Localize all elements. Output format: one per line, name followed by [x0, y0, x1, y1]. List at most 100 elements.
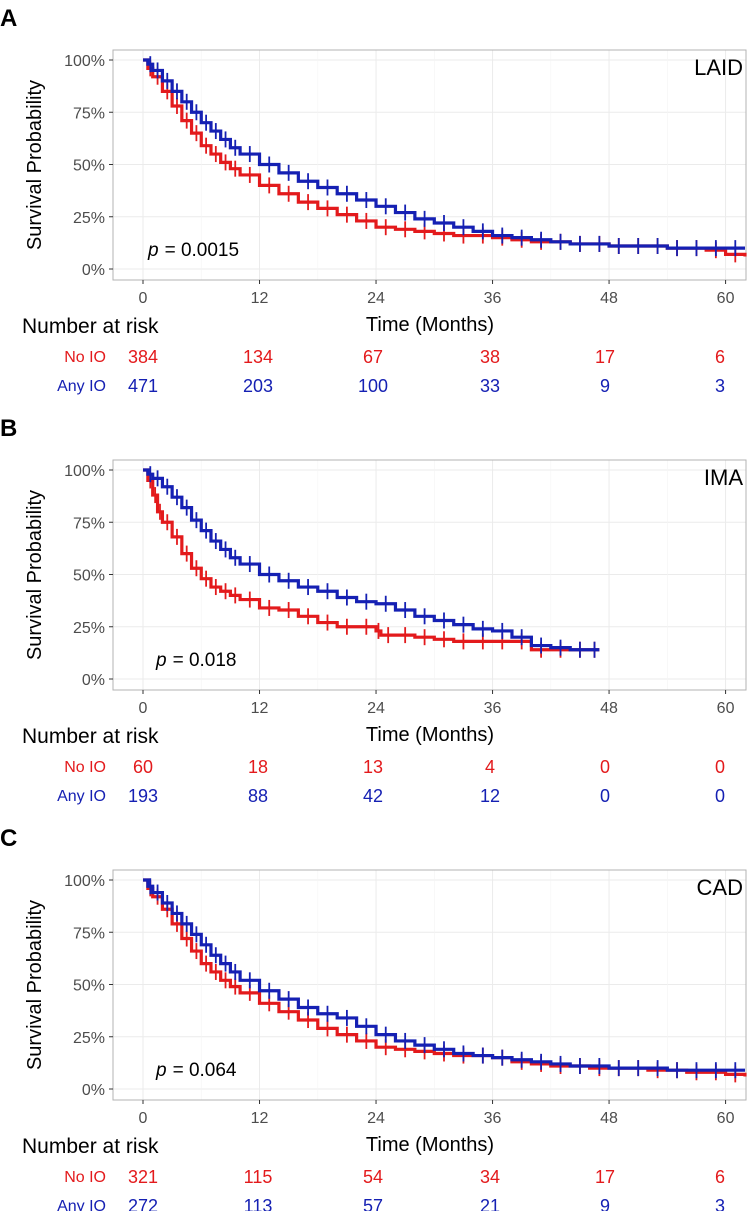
risk-count: 88	[248, 786, 268, 806]
x-axis-label: Time (Months)	[366, 1134, 494, 1156]
p-value: p = 0.0015	[147, 240, 239, 261]
x-axis-label: Time (Months)	[366, 724, 494, 746]
risk-row-label: Any IO	[57, 788, 106, 805]
risk-count: 67	[363, 347, 383, 367]
risk-count: 321	[128, 1167, 158, 1187]
y-tick-label: 25%	[73, 1030, 105, 1047]
y-tick-label: 50%	[73, 158, 105, 175]
x-tick-label: 0	[139, 700, 148, 717]
p-value-number: = 0.0015	[165, 240, 240, 261]
x-axis-label: Time (Months)	[366, 314, 494, 336]
x-tick-label: 12	[251, 1110, 269, 1127]
panel-tag: IMA	[704, 465, 743, 490]
series-no-io-curve	[143, 878, 747, 1077]
x-tick-label: 12	[251, 290, 269, 307]
y-tick-label: 50%	[73, 978, 105, 995]
risk-count: 6	[715, 1167, 725, 1187]
risk-count: 17	[595, 1167, 615, 1187]
risk-count: 0	[600, 786, 610, 806]
risk-count: 42	[363, 786, 383, 806]
y-tick-label: 75%	[73, 105, 105, 122]
risk-count: 203	[243, 376, 273, 396]
p-value: p = 0.018	[155, 650, 237, 671]
y-tick-label: 0%	[82, 262, 105, 279]
p-value-number: = 0.064	[173, 1060, 237, 1081]
x-tick-label: 36	[484, 290, 502, 307]
panel-b: B 0% 25% 50% 75% 100% 0 12 24 36 48 60 Survival Prob…	[0, 415, 747, 806]
risk-table-title: Number at risk	[22, 1135, 159, 1158]
risk-row-label: Any IO	[57, 1198, 106, 1211]
risk-count: 9	[600, 1196, 610, 1211]
risk-count: 54	[363, 1167, 383, 1187]
panel-letter: B	[0, 415, 17, 442]
series-no-io-curve	[143, 468, 600, 652]
risk-table-title: Number at risk	[22, 725, 159, 748]
risk-count: 17	[595, 347, 615, 367]
panel-tag: CAD	[697, 875, 743, 900]
risk-count: 3	[715, 1196, 725, 1211]
x-tick-label: 60	[717, 1110, 735, 1127]
risk-count: 0	[600, 757, 610, 777]
risk-count: 13	[363, 757, 383, 777]
risk-count: 272	[128, 1196, 158, 1211]
series-any-io-curve	[143, 58, 745, 250]
p-value-symbol: p	[155, 1060, 167, 1081]
x-tick-label: 60	[717, 700, 735, 717]
risk-count: 134	[243, 347, 273, 367]
risk-row-label: No IO	[64, 349, 106, 366]
x-tick-label: 24	[367, 290, 385, 307]
y-tick-label: 100%	[64, 53, 105, 70]
y-axis-label: Survival Probability	[24, 900, 46, 1070]
risk-count: 115	[244, 1167, 273, 1187]
x-tick-label: 24	[367, 1110, 385, 1127]
series-any-io-curve	[143, 878, 745, 1072]
x-tick-label: 36	[484, 1110, 502, 1127]
x-tick-label: 0	[139, 290, 148, 307]
y-tick-label: 75%	[73, 515, 105, 532]
y-tick-label: 25%	[73, 620, 105, 637]
risk-count: 57	[363, 1196, 383, 1211]
risk-count: 60	[133, 757, 153, 777]
x-tick-label: 0	[139, 1110, 148, 1127]
panel-letter: C	[0, 825, 17, 852]
risk-count: 6	[715, 347, 725, 367]
x-tick-label: 60	[717, 290, 735, 307]
y-axis-label: Survival Probability	[24, 490, 46, 660]
x-tick-label: 12	[251, 700, 269, 717]
x-tick-label: 24	[367, 700, 385, 717]
panel-tag: LAID	[694, 55, 743, 80]
x-tick-label: 48	[600, 700, 618, 717]
risk-count: 193	[128, 786, 158, 806]
risk-count: 3	[715, 376, 725, 396]
y-tick-label: 100%	[64, 463, 105, 480]
risk-count: 471	[128, 376, 158, 396]
series-any-io-curve	[143, 468, 600, 652]
risk-count: 113	[244, 1196, 273, 1211]
p-value-number: = 0.018	[173, 650, 237, 671]
risk-count: 33	[480, 376, 500, 396]
y-axis-label: Survival Probability	[24, 80, 46, 250]
y-tick-label: 100%	[64, 873, 105, 890]
x-tick-label: 48	[600, 290, 618, 307]
risk-count: 9	[600, 376, 610, 396]
p-value: p = 0.064	[155, 1060, 237, 1081]
risk-count: 12	[480, 786, 500, 806]
risk-count: 38	[480, 347, 500, 367]
risk-count: 18	[248, 757, 268, 777]
risk-row-label: Any IO	[57, 378, 106, 395]
y-tick-label: 75%	[73, 925, 105, 942]
p-value-symbol: p	[155, 650, 167, 671]
x-tick-label: 36	[484, 700, 502, 717]
risk-count: 100	[358, 376, 388, 396]
y-tick-label: 0%	[82, 1082, 105, 1099]
y-tick-label: 25%	[73, 210, 105, 227]
risk-row-label: No IO	[64, 1169, 106, 1186]
y-tick-label: 50%	[73, 568, 105, 585]
risk-count: 0	[715, 786, 725, 806]
risk-row-label: No IO	[64, 759, 106, 776]
p-value-symbol: p	[147, 240, 159, 261]
risk-table-title: Number at risk	[22, 315, 159, 338]
